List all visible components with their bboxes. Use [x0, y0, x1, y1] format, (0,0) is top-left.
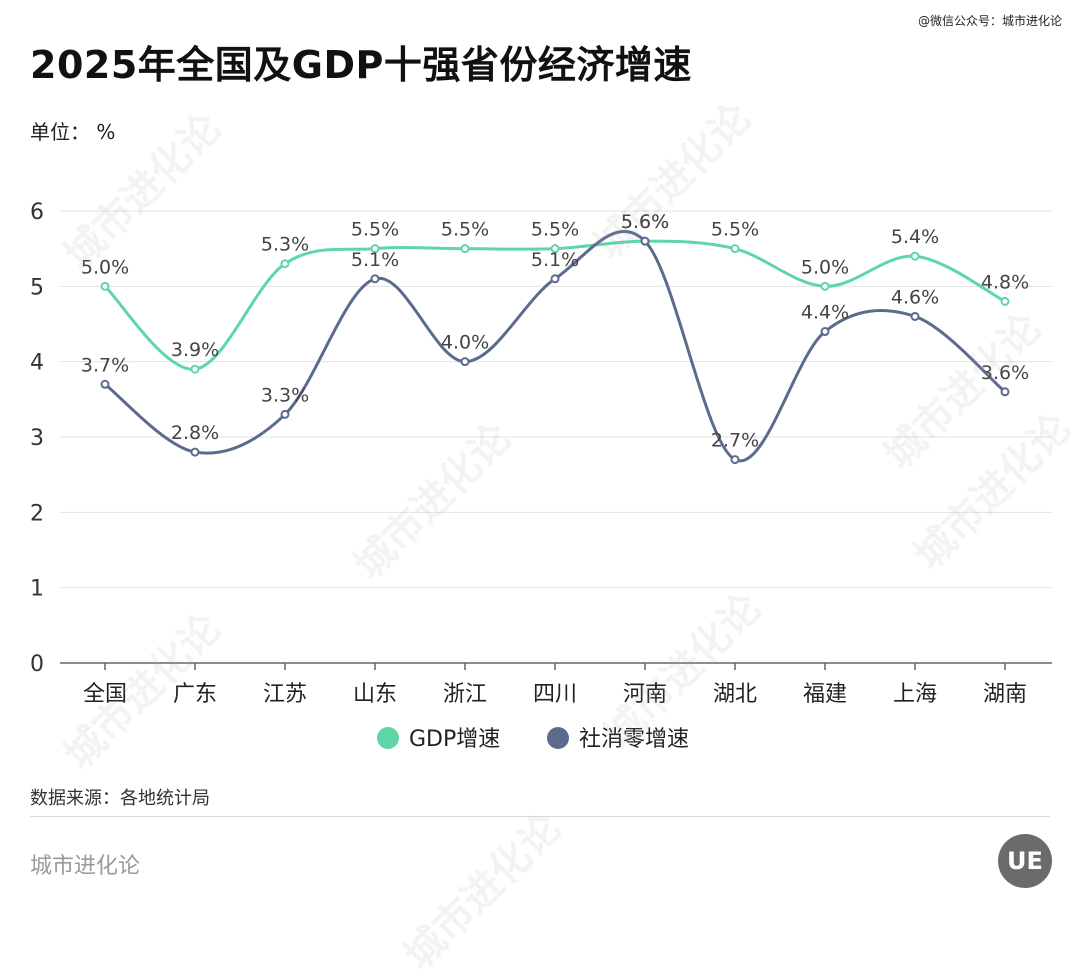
data-point	[190, 364, 200, 374]
data-label: 2.7%	[711, 430, 759, 452]
y-tick-label: 1	[30, 577, 44, 602]
data-label: 3.7%	[81, 354, 129, 376]
x-tick-label: 广东	[173, 682, 217, 707]
y-tick-label: 3	[30, 426, 44, 451]
unit-label: 单位： %	[30, 120, 116, 144]
legend-label: GDP增速	[409, 727, 500, 752]
x-tick-label: 湖北	[713, 682, 757, 707]
x-tick-label: 上海	[893, 682, 937, 707]
data-point	[1000, 387, 1010, 397]
x-tick-label: 湖南	[983, 682, 1027, 707]
data-point	[370, 244, 380, 254]
line-chart: 0 1 2 3 4 5 6 全国 广东 江苏 山东 浙江 四川 河南 湖北 福建 上海 湖南 5.0% 3.9% 5.3…	[30, 200, 1052, 752]
data-point	[910, 311, 920, 321]
data-label: 4.6%	[891, 286, 939, 308]
data-point	[730, 455, 740, 465]
footer-divider	[30, 816, 1050, 817]
watermark-text: @微信公众号：城市进化论	[917, 14, 1062, 28]
data-point	[370, 274, 380, 284]
data-point	[640, 236, 650, 246]
data-label: 4.0%	[441, 332, 489, 354]
data-label: 5.5%	[711, 219, 759, 241]
legend-marker	[377, 727, 399, 749]
data-label: 3.9%	[171, 339, 219, 361]
y-tick-label: 2	[30, 501, 44, 526]
data-label: 5.5%	[351, 219, 399, 241]
data-point	[910, 251, 920, 261]
x-tick-label: 福建	[803, 682, 847, 707]
data-label: 5.6%	[621, 211, 669, 233]
x-tick-label: 山东	[353, 682, 397, 707]
legend-marker	[547, 727, 569, 749]
data-point	[280, 409, 290, 419]
data-point	[1000, 296, 1010, 306]
data-label: 5.1%	[531, 249, 579, 271]
data-point	[100, 379, 110, 389]
brand-logo-icon: UE	[998, 834, 1052, 888]
x-tick-label: 四川	[533, 682, 577, 707]
data-point	[550, 244, 560, 254]
data-point	[100, 281, 110, 291]
data-point	[460, 357, 470, 367]
data-point	[730, 244, 740, 254]
data-label: 3.3%	[261, 384, 309, 406]
data-label: 4.4%	[801, 302, 849, 324]
data-label: 5.4%	[891, 226, 939, 248]
y-tick-label: 0	[30, 652, 44, 677]
data-point	[550, 274, 560, 284]
data-source: 数据来源：各地统计局	[30, 788, 210, 809]
legend-label: 社消零增速	[579, 727, 689, 752]
x-tick-label: 浙江	[443, 682, 487, 707]
data-label: 5.0%	[81, 256, 129, 278]
data-label: 5.6%	[621, 211, 669, 233]
x-tick-label: 全国	[83, 682, 127, 707]
data-label: 5.1%	[351, 249, 399, 271]
y-tick-label: 4	[30, 351, 44, 376]
data-point	[820, 327, 830, 337]
x-tick-label: 河南	[623, 682, 667, 707]
brand-name: 城市进化论	[30, 854, 141, 879]
data-label: 4.8%	[981, 271, 1029, 293]
data-label: 5.5%	[531, 219, 579, 241]
data-label: 2.8%	[171, 422, 219, 444]
data-label: 5.3%	[261, 234, 309, 256]
data-point	[280, 259, 290, 269]
x-tick-label: 江苏	[263, 682, 307, 707]
data-point	[460, 244, 470, 254]
chart-title: 2025年全国及GDP十强省份经济增速	[30, 43, 692, 87]
data-point	[190, 447, 200, 457]
y-tick-label: 5	[30, 275, 44, 300]
data-label: 5.5%	[441, 219, 489, 241]
y-tick-label: 6	[30, 200, 44, 225]
data-point	[820, 281, 830, 291]
data-label: 5.0%	[801, 256, 849, 278]
data-label: 3.6%	[981, 362, 1029, 384]
